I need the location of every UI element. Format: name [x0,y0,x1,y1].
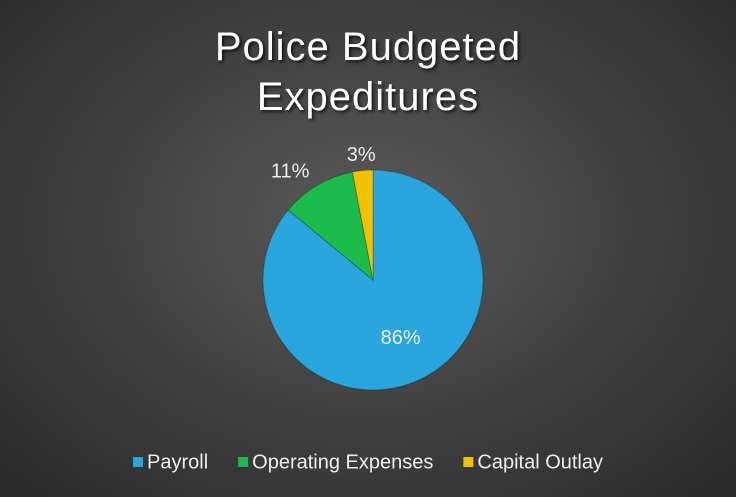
legend-label: Capital Outlay [477,451,603,473]
legend-marker [238,457,249,467]
legend-marker [133,457,143,467]
legend-marker [463,457,474,467]
legend-label: Operating Expenses [252,451,433,473]
data-label: 86% [381,327,421,349]
data-label: 11% [271,161,310,183]
pie-slice [351,169,374,281]
legend-label: Payroll [147,451,208,473]
chart-title: Police Budgeted Expeditures [214,25,522,119]
data-label: 3% [347,144,376,166]
pie-slice [262,169,484,391]
pie-slice [287,171,374,282]
